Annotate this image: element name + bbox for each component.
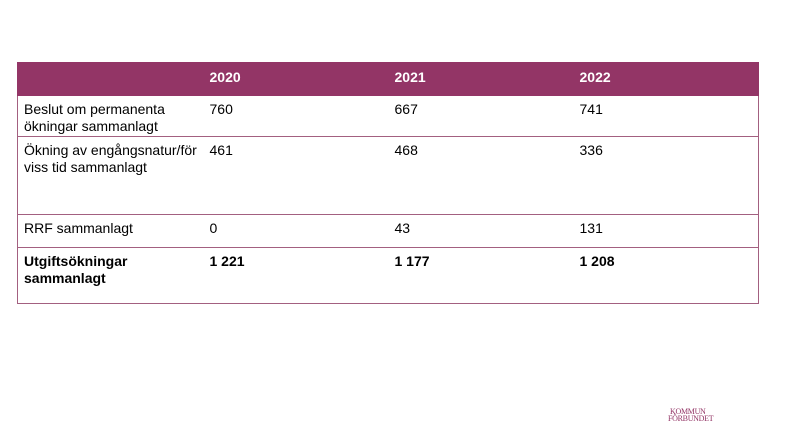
row-label: Utgiftsökningar sammanlagt	[17, 247, 204, 304]
cell-value: 0	[203, 214, 389, 248]
row-label: Beslut om permanenta ökningar sammanlagt	[17, 95, 204, 137]
header-cell-label	[17, 62, 204, 96]
cell-value: 1 221	[203, 247, 389, 304]
cell-value: 760	[203, 95, 389, 137]
table-row: Beslut om permanenta ökningar sammanlagt…	[17, 95, 759, 137]
table-row: Ökning av engångsnatur/för viss tid samm…	[17, 136, 759, 215]
header-cell-2020: 2020	[203, 62, 389, 96]
cell-value: 1 208	[573, 247, 759, 304]
row-label: Ökning av engångsnatur/för viss tid samm…	[17, 136, 204, 215]
row-label: RRF sammanlagt	[17, 214, 204, 248]
cell-value: 336	[573, 136, 759, 215]
logo-line-1: KOMMUN	[670, 407, 706, 416]
cell-value: 43	[388, 214, 574, 248]
cell-value: 1 177	[388, 247, 574, 304]
data-table: 2020 2021 2022 Beslut om permanenta ökni…	[17, 62, 759, 304]
cell-value: 741	[573, 95, 759, 137]
cell-value: 461	[203, 136, 389, 215]
logo-line-2: FÖRBUNDET	[668, 414, 714, 423]
cell-value: 667	[388, 95, 574, 137]
table-row-total: Utgiftsökningar sammanlagt 1 221 1 177 1…	[17, 247, 759, 304]
kommunforbundet-logo: KOMMUN FÖRBUNDET	[668, 408, 740, 426]
header-cell-2021: 2021	[388, 62, 574, 96]
cell-value: 468	[388, 136, 574, 215]
table-header-row: 2020 2021 2022	[17, 62, 759, 96]
header-cell-2022: 2022	[573, 62, 759, 96]
cell-value: 131	[573, 214, 759, 248]
table-row: RRF sammanlagt 0 43 131	[17, 214, 759, 248]
